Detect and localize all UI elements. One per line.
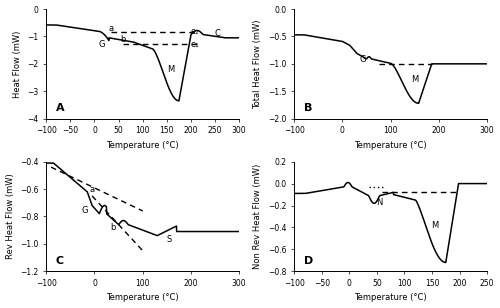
Text: S: S [166,235,172,244]
Y-axis label: Total Heat Flow (mW): Total Heat Flow (mW) [254,19,262,109]
Text: N: N [376,198,383,207]
Text: B: B [304,103,312,113]
Text: C: C [214,29,220,38]
Y-axis label: Heat Flow (mW): Heat Flow (mW) [13,30,22,98]
Text: b: b [120,35,126,44]
Text: M: M [167,65,174,74]
Text: b: b [110,223,116,232]
Text: e₂: e₂ [190,27,199,36]
Text: D: D [304,256,313,266]
Text: a: a [109,24,114,33]
Text: M: M [431,221,438,230]
Text: e₁: e₁ [190,40,199,49]
Text: a: a [90,184,94,193]
X-axis label: Temperature (°C): Temperature (°C) [354,141,427,150]
Text: M: M [411,75,418,84]
Text: A: A [56,103,64,113]
Text: C: C [56,256,64,266]
Y-axis label: Non Rev Heat Flow (mW): Non Rev Heat Flow (mW) [254,164,262,269]
X-axis label: Temperature (°C): Temperature (°C) [106,141,179,150]
X-axis label: Temperature (°C): Temperature (°C) [354,294,427,302]
Text: G: G [82,206,88,216]
Y-axis label: Rev Heat Flow (mW): Rev Heat Flow (mW) [6,174,15,259]
X-axis label: Temperature (°C): Temperature (°C) [106,294,179,302]
Text: G: G [98,40,105,49]
Text: G: G [360,55,366,64]
